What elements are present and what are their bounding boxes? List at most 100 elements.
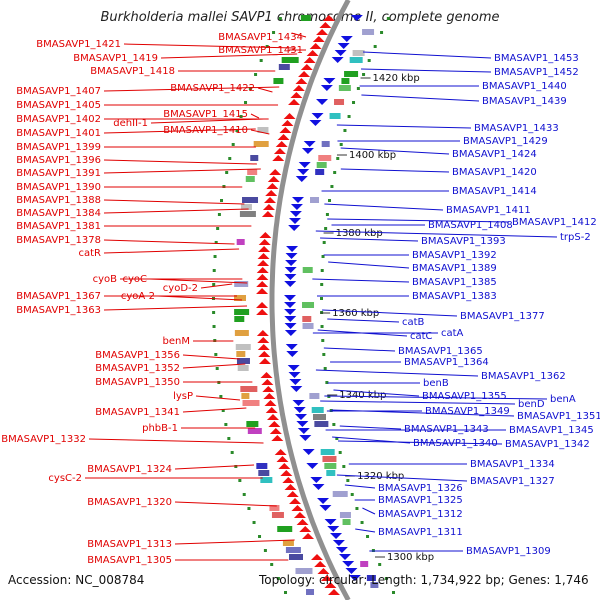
reverse-gene-arrow [340,36,353,42]
leader-line-left [103,248,240,254]
reverse-gene-arrow [338,554,351,560]
forward-gene-arrow [262,386,275,392]
leader-line-right [327,318,400,323]
gene-label-right: BMASAVP1_1327 [470,476,555,487]
forward-gene-arrow [268,421,281,427]
feature-block [314,421,329,427]
track-tick [212,269,216,272]
reverse-gene-arrow [323,78,336,84]
leader-line-left [123,43,295,49]
gene-label-left: BMASAVP1_1350 [95,377,180,388]
gene-label-left: BMASAVP1_1434 [218,32,303,43]
gene-label-right: BMASAVP1_1389 [412,263,497,274]
feature-block [309,393,320,399]
gene-label-right: BMASAVP1_1393 [421,236,506,247]
gene-label-left: cyoC [122,274,147,285]
forward-gene-arrow [278,463,291,469]
gene-label-right: BMASAVP1_1325 [378,495,463,506]
forward-gene-arrow [257,344,270,350]
forward-gene-arrow [291,505,304,511]
leader-line-right [362,507,376,515]
gene-label-right: BMASAVP1_1362 [481,371,566,382]
leader-line-left [103,199,245,205]
gene-label-right: BMASAVP1_1392 [412,250,497,261]
track-tick [259,59,263,62]
feature-block [236,358,250,364]
gene-label-right: BMASAVP1_1364 [404,357,489,368]
feature-block [253,141,269,147]
leader-line-right [327,218,510,223]
track-tick [284,591,288,594]
forward-gene-arrow [257,253,270,259]
chromosome-backbone [269,0,351,600]
gene-label-right: BMASAVP1_1453 [494,53,579,64]
reverse-gene-arrow [317,498,330,504]
leader-line-right [340,168,450,173]
feature-block [234,309,250,315]
feature-block [277,526,293,532]
feature-block [260,477,273,483]
feature-block [271,512,284,518]
leader-line-right [336,474,468,482]
track-tick [230,451,234,454]
gene-label-left: BMASAVP1_1363 [16,305,101,316]
gene-label-left: BMASAVP1_1405 [16,100,101,111]
gene-label-right: BMASAVP1_1414 [452,186,537,197]
forward-gene-arrow [283,113,296,119]
gene-label-left: BMASAVP1_1356 [95,350,180,361]
ruler-layer: 1420 kbp 1400 kbp 1380 kbp 1360 kbp 1340 kbp… [320,73,434,563]
feature-block [256,463,268,469]
forward-gene-arrow [302,533,315,539]
track-tick [217,213,221,216]
feature-block [288,554,303,560]
reverse-gene-arrow [350,15,363,21]
gene-label-left: BMASAVP1_1421 [36,39,121,50]
leader-line-left [250,129,270,135]
forward-gene-arrow [324,582,337,588]
leader-line-left [103,86,280,92]
leader-line-right [322,309,458,317]
reverse-gene-arrow [284,309,297,315]
feature-block [234,281,249,287]
gene-label-left: BMASAVP1_1402 [16,114,101,125]
leader-line-left [149,278,248,284]
gene-label-right: BMASAVP1_1433 [474,123,559,134]
feature-block [310,197,320,203]
reverse-gene-arrow [285,260,298,266]
track-tick [213,255,217,258]
gene-label-right: BMASAVP1_1312 [378,509,463,520]
feature-block [312,414,326,420]
forward-gene-arrow [281,120,294,126]
track-tick [332,423,336,426]
reverse-gene-arrow [311,113,324,119]
feature-block [316,162,327,168]
gene-label-left: BMASAVP1_1422 [170,83,255,94]
gene-label-left: lysP [173,391,193,402]
forward-gene-arrow [271,435,284,441]
gene-label-left: cysC-2 [48,473,82,484]
track-tick [330,185,334,188]
leader-line-left [257,87,273,93]
feature-block [247,428,262,434]
gene-label-right: BMASAVP1_1355 [422,391,507,402]
forward-gene-arrow [263,393,276,399]
feature-block [257,127,269,133]
track-tick [238,479,242,482]
feature-block [250,155,259,161]
forward-gene-arrow [310,554,323,560]
reverse-gene-arrow [289,211,302,217]
gene-label-right: BMASAVP1_1342 [505,439,590,450]
feature-block [332,491,348,497]
track-tick [242,493,246,496]
gene-label-right: BMASAVP1_1340 [413,438,498,449]
gene-label-left: catR [79,248,102,259]
gene-label-left: BMASAVP1_1418 [90,66,175,77]
track-tick [325,213,329,216]
reverse-gene-arrow [309,120,322,126]
reverse-gene-arrow [301,148,314,154]
reverse-gene-arrow [286,246,299,252]
track-tick [234,465,238,468]
feature-block [236,351,246,357]
leader-line-left [157,295,243,301]
forward-gene-arrow [319,22,332,28]
